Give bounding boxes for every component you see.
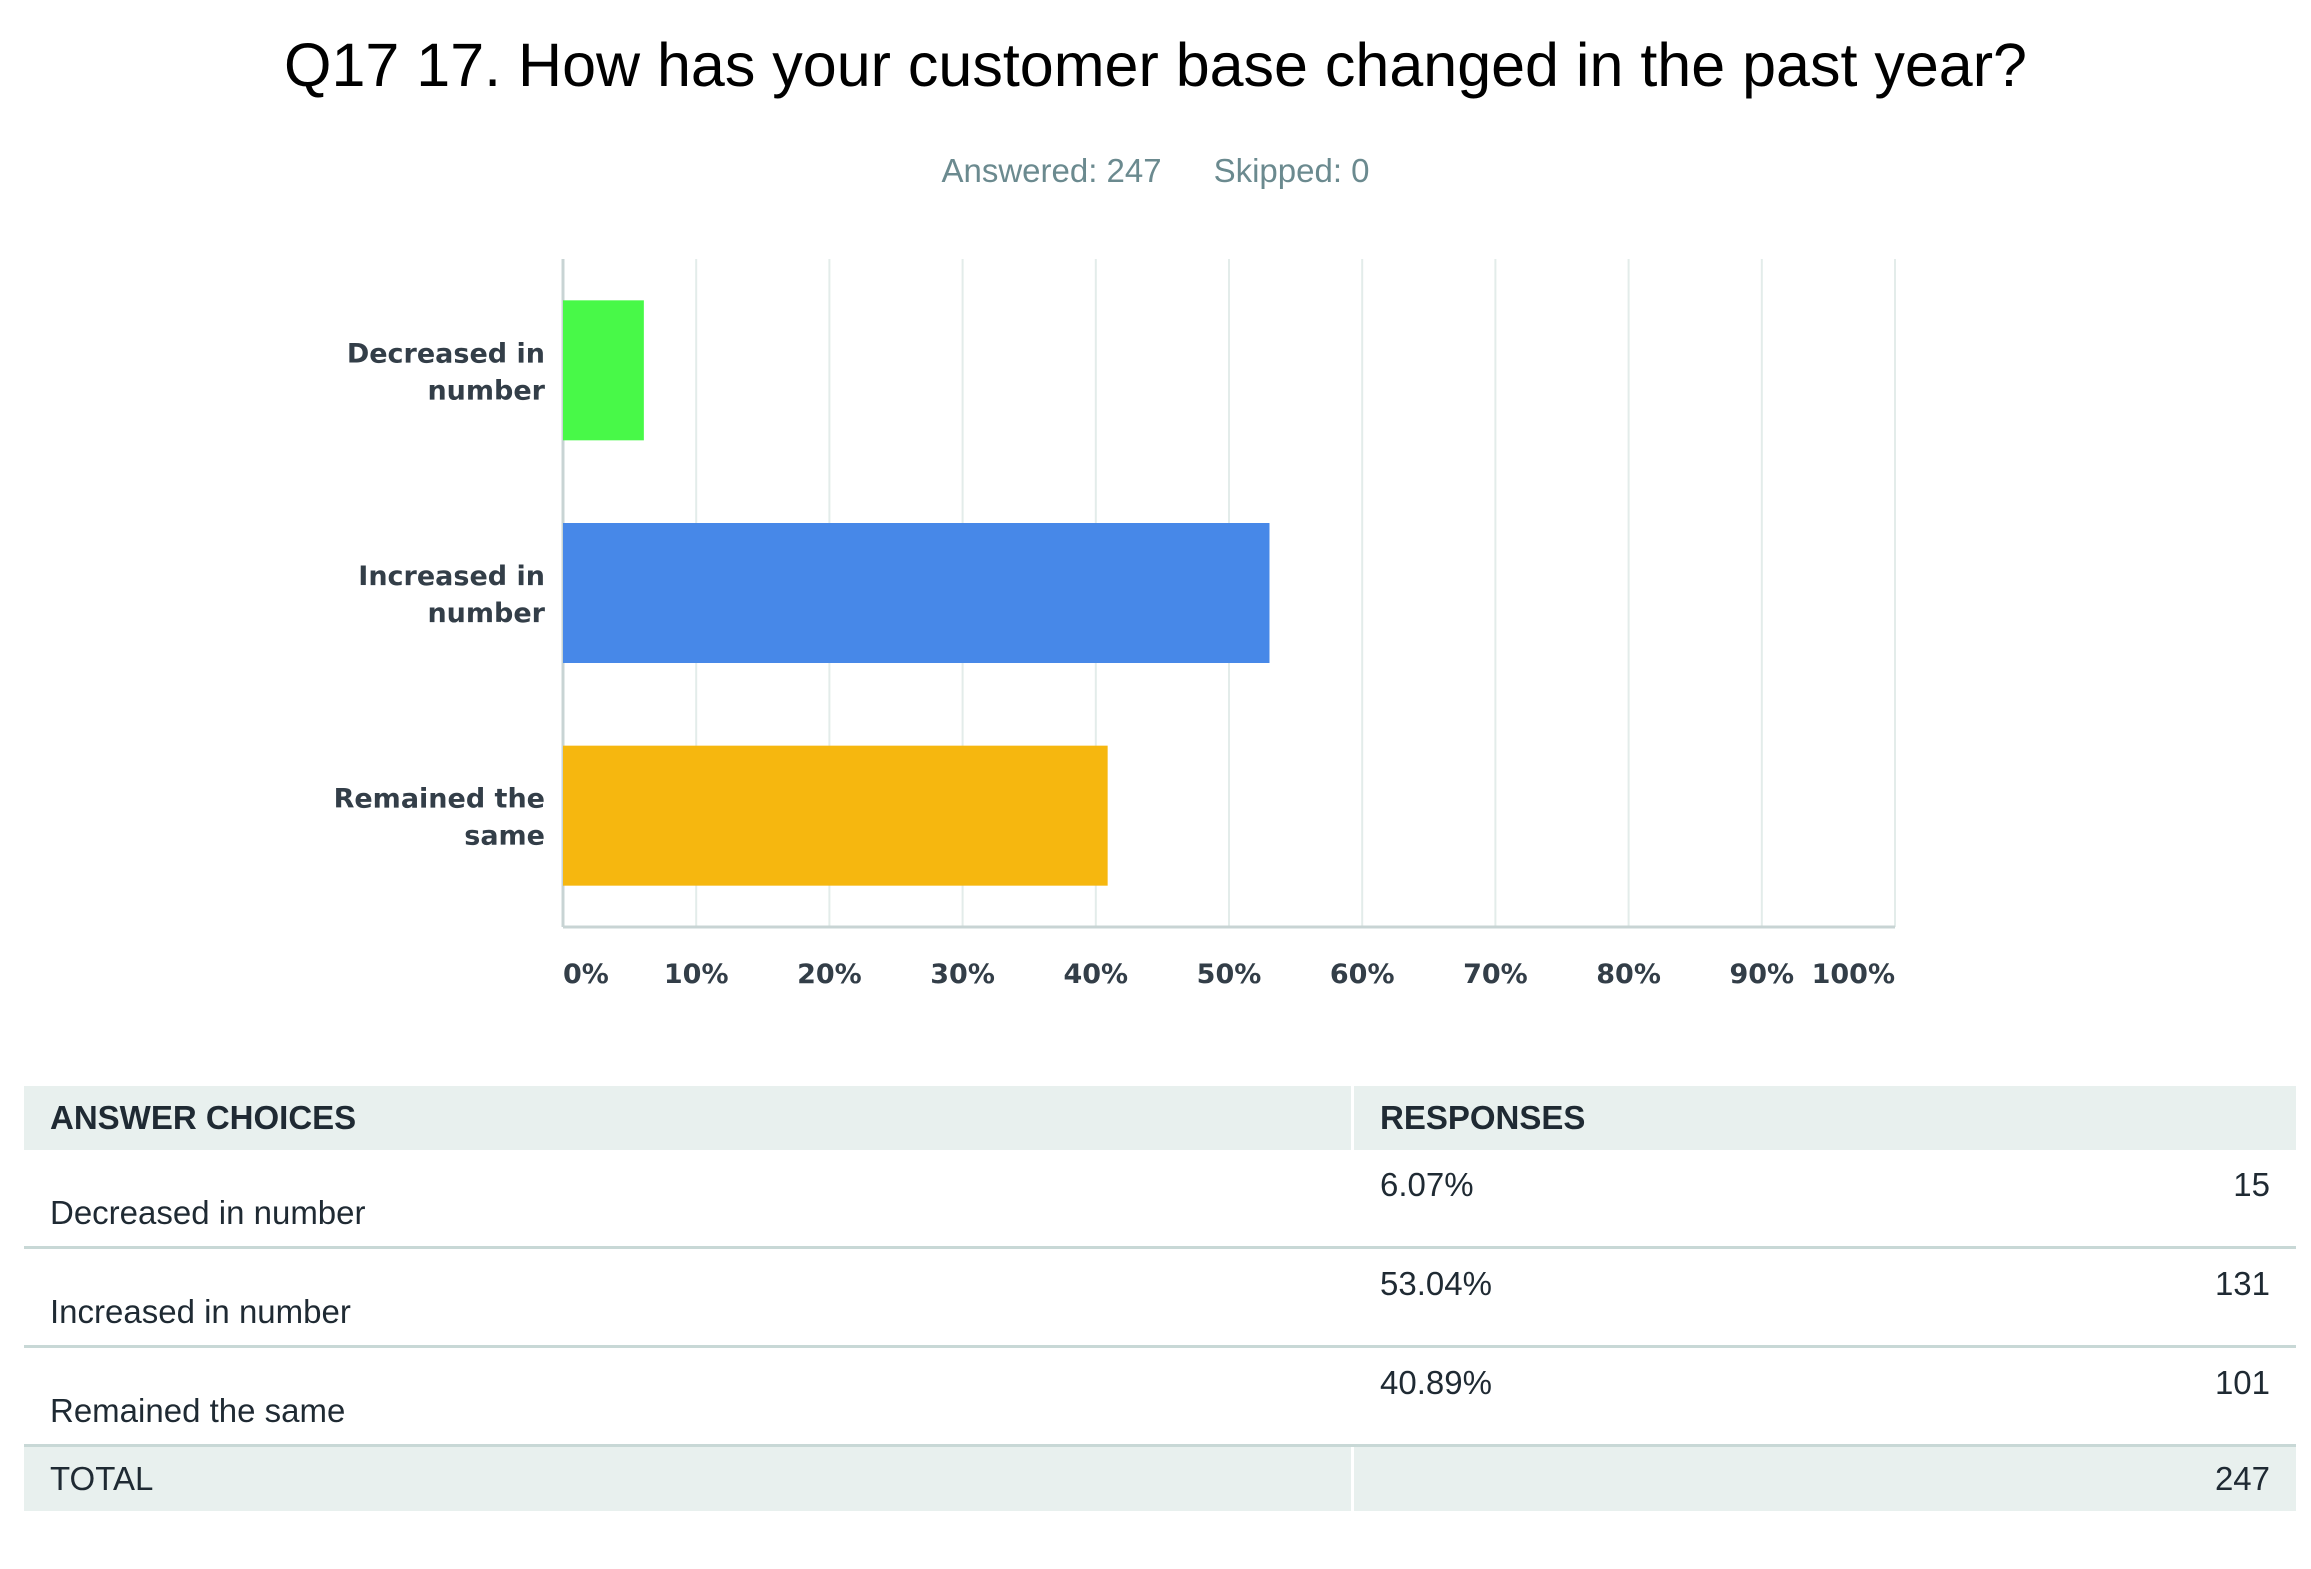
bar <box>563 300 644 441</box>
category-label: Decreased in <box>347 338 545 369</box>
x-tick-label: 50% <box>1197 959 1262 990</box>
choice-label: Remained the same <box>24 1346 1354 1447</box>
x-tick-label: 60% <box>1330 959 1395 990</box>
category-label: number <box>427 598 545 629</box>
x-tick-label: 80% <box>1596 959 1661 990</box>
response-percent: 6.07% <box>1352 1150 1926 1249</box>
header-responses: RESPONSES <box>1352 1086 2296 1150</box>
response-percent: 53.04% <box>1352 1247 1926 1348</box>
category-label: number <box>427 375 545 406</box>
total-count: 247 <box>1925 1445 2296 1511</box>
skipped-count: Skipped: 0 <box>1213 152 1370 189</box>
x-tick-label: 30% <box>930 959 995 990</box>
response-summary: Answered: 247 Skipped: 0 <box>0 152 2311 190</box>
x-tick-label: 90% <box>1729 959 1794 990</box>
response-count: 131 <box>1925 1247 2296 1348</box>
x-tick-label: 20% <box>797 959 862 990</box>
category-label: Increased in <box>358 561 545 592</box>
total-label: TOTAL <box>24 1445 1354 1511</box>
table-row: Increased in number 53.04% 131 <box>24 1247 2296 1348</box>
bar <box>563 523 1270 663</box>
x-tick-label: 100% <box>1812 959 1895 990</box>
response-percent: 40.89% <box>1352 1346 1926 1447</box>
x-tick-label: 70% <box>1463 959 1528 990</box>
category-label: Remained the <box>334 784 545 815</box>
choice-label: Increased in number <box>24 1247 1354 1348</box>
table-row: Decreased in number 6.07% 15 <box>24 1150 2296 1249</box>
response-count: 101 <box>1925 1346 2296 1447</box>
choice-label: Decreased in number <box>24 1150 1354 1249</box>
category-label: same <box>464 821 545 852</box>
x-tick-label: 0% <box>563 959 609 990</box>
answered-count: Answered: 247 <box>941 152 1162 189</box>
bar <box>563 745 1108 886</box>
bar-chart: 0% 10% 20% 30% 40% 50% 60% 70% 80% 90% 100% Decreas… <box>334 259 1896 990</box>
total-row: TOTAL 247 <box>24 1445 2296 1511</box>
question-title: Q17 17. How has your customer base chang… <box>284 31 2027 99</box>
responses-table: ANSWER CHOICES RESPONSES Decreased in nu… <box>24 1086 2296 1511</box>
x-tick-label: 40% <box>1063 959 1128 990</box>
table-row: Remained the same 40.89% 101 <box>24 1346 2296 1447</box>
response-count: 15 <box>1925 1150 2296 1249</box>
x-tick-label: 10% <box>664 959 729 990</box>
header-answer-choices: ANSWER CHOICES <box>24 1086 1354 1150</box>
